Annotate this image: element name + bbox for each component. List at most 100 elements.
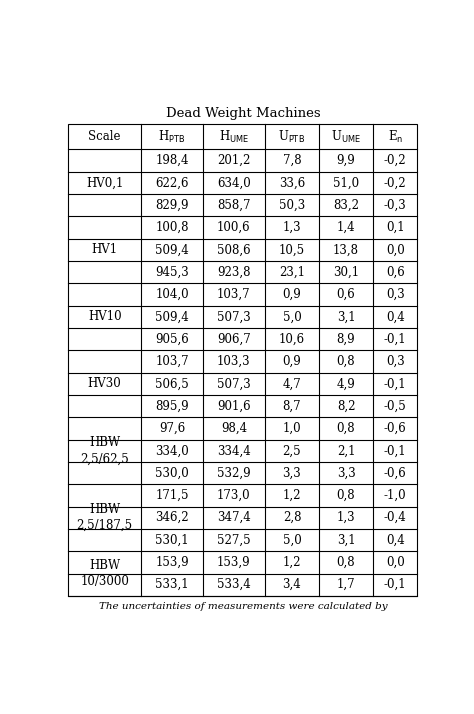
Text: 8,9: 8,9 [337, 333, 356, 346]
Text: 104,0: 104,0 [155, 288, 189, 301]
Text: 1,0: 1,0 [283, 422, 301, 435]
Text: 622,6: 622,6 [155, 176, 189, 189]
Text: 98,4: 98,4 [221, 422, 247, 435]
Text: 173,0: 173,0 [217, 489, 251, 502]
Text: U$_\mathrm{UME}$: U$_\mathrm{UME}$ [331, 129, 361, 145]
Text: 8,7: 8,7 [283, 400, 301, 413]
Text: 4,9: 4,9 [337, 377, 356, 391]
Text: 530,1: 530,1 [155, 533, 189, 547]
Text: 30,1: 30,1 [333, 266, 359, 278]
Text: 201,2: 201,2 [217, 154, 251, 167]
Text: 533,1: 533,1 [155, 578, 189, 591]
Text: 198,4: 198,4 [155, 154, 189, 167]
Text: 3,3: 3,3 [337, 467, 356, 480]
Text: 509,4: 509,4 [155, 243, 189, 256]
Text: 2,1: 2,1 [337, 444, 356, 457]
Text: 829,9: 829,9 [155, 198, 189, 212]
Text: 945,3: 945,3 [155, 266, 189, 278]
Text: -0,6: -0,6 [384, 467, 407, 480]
Text: 0,8: 0,8 [337, 556, 356, 569]
Text: 171,5: 171,5 [155, 489, 189, 502]
Text: 0,8: 0,8 [337, 422, 356, 435]
Text: 507,3: 507,3 [217, 311, 251, 323]
Text: -0,2: -0,2 [384, 154, 407, 167]
Text: HV1: HV1 [91, 243, 118, 256]
Text: 2,8: 2,8 [283, 511, 301, 524]
Text: 100,8: 100,8 [155, 221, 189, 234]
Text: 0,3: 0,3 [386, 288, 405, 301]
Text: 0,0: 0,0 [386, 556, 405, 569]
Text: 7,8: 7,8 [283, 154, 301, 167]
Text: 0,8: 0,8 [337, 355, 356, 368]
Text: HV10: HV10 [88, 311, 121, 323]
Text: 153,9: 153,9 [217, 556, 251, 569]
Text: -0,1: -0,1 [384, 578, 407, 591]
Text: HBW
2,5/187,5: HBW 2,5/187,5 [77, 503, 133, 532]
Text: -0,3: -0,3 [384, 198, 407, 212]
Text: -0,1: -0,1 [384, 333, 407, 346]
Text: 1,7: 1,7 [337, 578, 356, 591]
Text: 533,4: 533,4 [217, 578, 251, 591]
Text: 9,9: 9,9 [337, 154, 356, 167]
Text: -0,6: -0,6 [384, 422, 407, 435]
Text: 103,3: 103,3 [217, 355, 251, 368]
Text: 507,3: 507,3 [217, 377, 251, 391]
Text: 50,3: 50,3 [279, 198, 305, 212]
Text: -0,1: -0,1 [384, 444, 407, 457]
Text: 97,6: 97,6 [159, 422, 185, 435]
Text: 334,0: 334,0 [155, 444, 189, 457]
Text: 10,6: 10,6 [279, 333, 305, 346]
Text: 2,5: 2,5 [283, 444, 301, 457]
Text: 100,6: 100,6 [217, 221, 251, 234]
Text: 506,5: 506,5 [155, 377, 189, 391]
Text: 103,7: 103,7 [155, 355, 189, 368]
Text: 83,2: 83,2 [333, 198, 359, 212]
Text: 0,1: 0,1 [386, 221, 405, 234]
Text: 0,3: 0,3 [386, 355, 405, 368]
Text: -0,1: -0,1 [384, 377, 407, 391]
Text: 858,7: 858,7 [217, 198, 251, 212]
Text: 1,3: 1,3 [337, 511, 356, 524]
Text: 530,0: 530,0 [155, 467, 189, 480]
Text: 346,2: 346,2 [155, 511, 189, 524]
Text: -0,5: -0,5 [384, 400, 407, 413]
Text: -0,4: -0,4 [384, 511, 407, 524]
Text: 0,8: 0,8 [337, 489, 356, 502]
Text: 51,0: 51,0 [333, 176, 359, 189]
Text: U$_\mathrm{PTB}$: U$_\mathrm{PTB}$ [278, 129, 305, 145]
Text: 508,6: 508,6 [217, 243, 251, 256]
Text: 532,9: 532,9 [217, 467, 251, 480]
Text: 347,4: 347,4 [217, 511, 251, 524]
Text: 4,7: 4,7 [283, 377, 301, 391]
Text: 0,9: 0,9 [283, 288, 301, 301]
Text: 895,9: 895,9 [155, 400, 189, 413]
Text: 509,4: 509,4 [155, 311, 189, 323]
Text: 103,7: 103,7 [217, 288, 251, 301]
Text: 905,6: 905,6 [155, 333, 189, 346]
Text: H$_\mathrm{PTB}$: H$_\mathrm{PTB}$ [158, 129, 186, 145]
Text: 153,9: 153,9 [155, 556, 189, 569]
Text: 5,0: 5,0 [283, 311, 301, 323]
Text: 0,0: 0,0 [386, 243, 405, 256]
Text: -1,0: -1,0 [384, 489, 407, 502]
Text: 901,6: 901,6 [217, 400, 251, 413]
Text: 0,4: 0,4 [386, 311, 405, 323]
Text: 0,9: 0,9 [283, 355, 301, 368]
Text: 10,5: 10,5 [279, 243, 305, 256]
Text: 1,4: 1,4 [337, 221, 356, 234]
Text: 906,7: 906,7 [217, 333, 251, 346]
Text: 0,6: 0,6 [386, 266, 405, 278]
Text: 13,8: 13,8 [333, 243, 359, 256]
Text: 3,1: 3,1 [337, 533, 356, 547]
Text: 1,2: 1,2 [283, 556, 301, 569]
Text: HBW
10/3000: HBW 10/3000 [80, 559, 129, 588]
Text: 5,0: 5,0 [283, 533, 301, 547]
Text: E$_\mathrm{n}$: E$_\mathrm{n}$ [388, 129, 403, 145]
Text: HV0,1: HV0,1 [86, 176, 123, 189]
Text: 0,4: 0,4 [386, 533, 405, 547]
Text: 33,6: 33,6 [279, 176, 305, 189]
Text: 8,2: 8,2 [337, 400, 356, 413]
Text: 1,2: 1,2 [283, 489, 301, 502]
Text: 334,4: 334,4 [217, 444, 251, 457]
Text: 0,6: 0,6 [337, 288, 356, 301]
